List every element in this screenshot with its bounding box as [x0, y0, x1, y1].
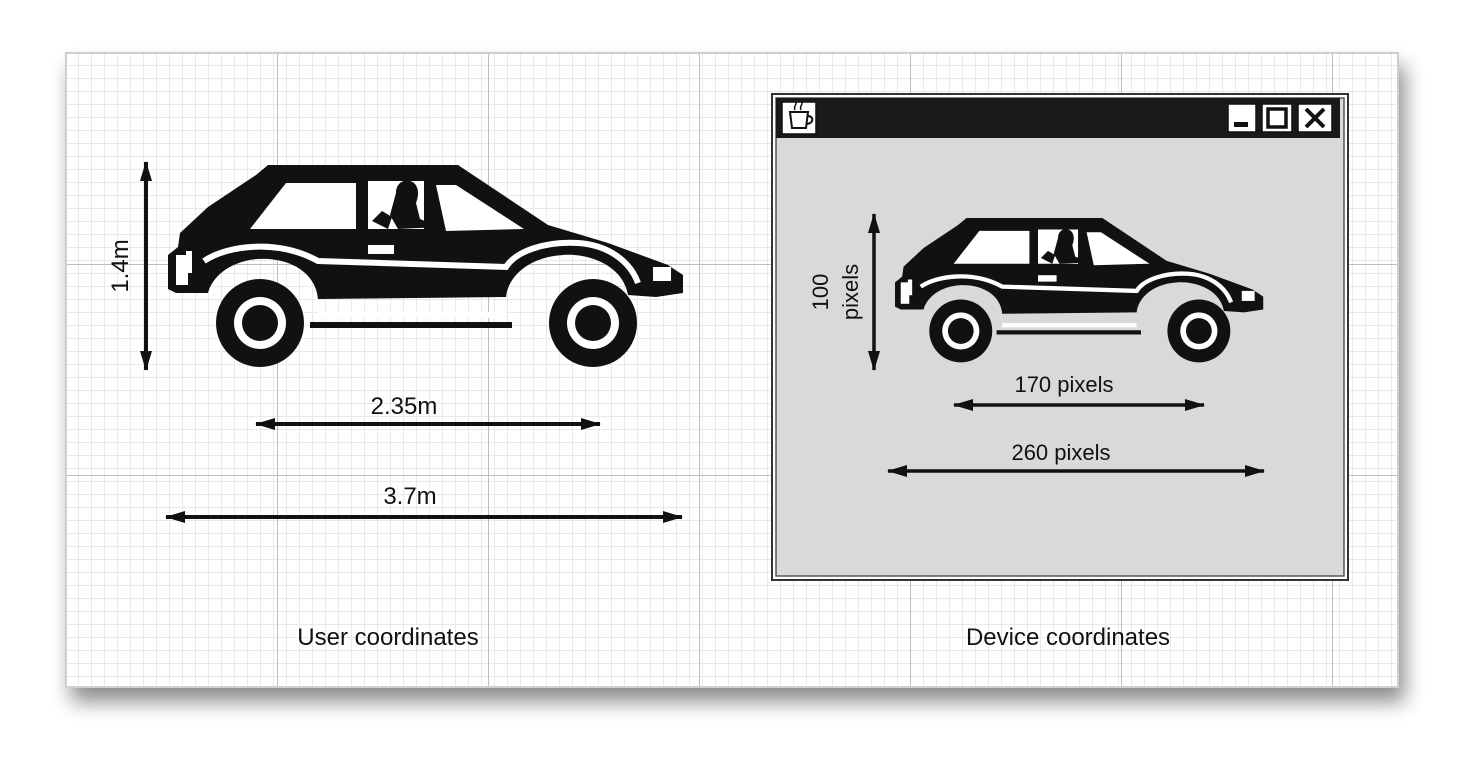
length-label-user: 3.7m [383, 483, 436, 510]
height-label-device-line1: 100 [808, 274, 833, 311]
length-label-device: 260 pixels [1011, 440, 1110, 465]
app-window [771, 93, 1349, 581]
device-panel: 100 pixels 170 pixels 260 pixels Device … [771, 93, 1349, 651]
height-label-user: 1.4m [107, 239, 134, 292]
java-cup-icon [781, 101, 817, 135]
height-label-device-line2: pixels [838, 264, 863, 320]
device-caption: Device coordinates [966, 624, 1170, 651]
maximize-icon[interactable] [1261, 103, 1293, 133]
wheelbase-label-user: 2.35m [371, 393, 438, 420]
user-panel: 1.4m 2.35m 3.7m User coordinates [107, 161, 683, 651]
minimize-icon[interactable] [1227, 103, 1257, 133]
wheelbase-label-device: 170 pixels [1014, 372, 1113, 397]
close-icon[interactable] [1297, 103, 1333, 133]
user-caption: User coordinates [297, 624, 478, 651]
